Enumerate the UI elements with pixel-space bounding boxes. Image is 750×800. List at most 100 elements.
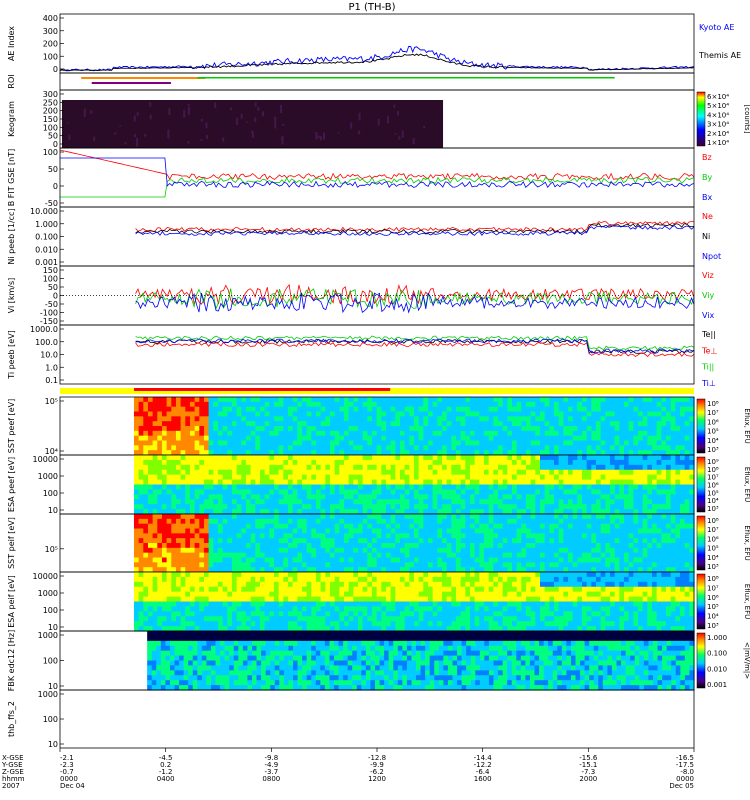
esa_e-cell bbox=[507, 464, 513, 471]
sst_i-cell bbox=[357, 533, 364, 539]
esa_e-cell bbox=[241, 494, 247, 500]
velocity-ytick-label: 150 bbox=[43, 266, 58, 275]
esa_e-cell bbox=[362, 459, 368, 466]
sst_e-cell bbox=[432, 406, 438, 413]
sst_i-cell bbox=[581, 552, 588, 559]
esa_e-cell bbox=[381, 479, 387, 486]
sst_e-cell bbox=[544, 416, 550, 422]
esa_i-cell bbox=[208, 586, 214, 593]
sst_e-cell bbox=[441, 421, 448, 427]
sst_e-cell bbox=[483, 421, 490, 427]
sst_i-cell bbox=[175, 567, 182, 573]
sst_e-cell bbox=[259, 440, 266, 446]
esa_e-cell bbox=[647, 479, 653, 486]
sst_e-cell bbox=[404, 397, 410, 403]
esa_i-cell bbox=[147, 626, 154, 632]
sst_e-cell bbox=[241, 450, 247, 456]
sst_e-cell bbox=[213, 406, 219, 413]
sst_i-cell bbox=[161, 547, 168, 554]
sst_i-cell bbox=[661, 523, 667, 530]
sst_e-cell bbox=[497, 397, 504, 403]
esa_e-cell bbox=[563, 464, 569, 471]
esa_e-cell bbox=[530, 469, 536, 476]
sst_e-cell bbox=[245, 401, 252, 408]
sst_i-cell bbox=[521, 543, 527, 549]
sst_e-cell bbox=[614, 440, 620, 446]
sst_e-cell bbox=[595, 430, 602, 437]
sst_i-cell bbox=[353, 514, 359, 520]
sst_e-cell bbox=[530, 445, 536, 451]
esa_i-cell bbox=[259, 586, 266, 593]
sst_i-cell bbox=[199, 562, 205, 568]
sst_i-cell bbox=[605, 547, 611, 554]
esa_e-cell bbox=[488, 499, 494, 505]
esa_e-cell bbox=[297, 494, 303, 500]
esa_e-cell bbox=[362, 455, 368, 461]
sst_e-cell bbox=[465, 445, 471, 451]
esa_e-cell bbox=[222, 504, 228, 510]
sst_e-cell bbox=[679, 426, 686, 432]
sst_i-cell bbox=[311, 557, 317, 563]
esa_i-cell bbox=[203, 616, 210, 622]
sst_e-cell bbox=[507, 411, 513, 417]
esa_e-cell bbox=[642, 455, 648, 461]
esa_e-cell bbox=[446, 499, 452, 505]
sst_e-cell bbox=[441, 406, 448, 413]
sst_i-cell bbox=[334, 528, 340, 534]
temp-ytick-label: 1000.0 bbox=[30, 325, 58, 334]
esa_e-cell bbox=[133, 509, 140, 515]
esa_e-cell bbox=[507, 479, 513, 486]
esa_e-cell bbox=[189, 509, 196, 515]
esa_e-cell bbox=[446, 509, 452, 515]
esa_e-cell bbox=[339, 499, 345, 505]
esa_e-cell bbox=[245, 474, 252, 481]
esa_e-cell bbox=[437, 504, 443, 510]
sst_e-cell bbox=[320, 435, 326, 442]
esa_e-cell bbox=[451, 499, 457, 505]
esa_i-cell bbox=[227, 591, 233, 598]
sst_e-cell bbox=[642, 445, 648, 451]
sst_e-cell bbox=[381, 416, 387, 422]
sst_i-cell bbox=[689, 533, 695, 539]
esa_i-cell bbox=[297, 591, 303, 598]
sst_e-cell bbox=[465, 416, 471, 422]
sst_i-cell bbox=[203, 538, 210, 544]
sst_i-cell bbox=[161, 557, 168, 563]
esa_e-cell bbox=[488, 484, 494, 491]
sst_i-cell bbox=[493, 523, 499, 530]
esa_e-cell bbox=[399, 469, 406, 476]
sst_e-cell bbox=[348, 430, 354, 437]
sst_e-cell bbox=[577, 450, 583, 456]
esa_e-cell bbox=[138, 459, 144, 466]
esa_e-cell bbox=[301, 474, 308, 481]
sst_i-cell bbox=[567, 567, 574, 573]
sst_e-cell bbox=[245, 440, 252, 446]
esa_e-cell bbox=[381, 474, 387, 481]
sst_e-cell bbox=[423, 430, 429, 437]
sst_e-cell bbox=[325, 411, 331, 417]
sst_i-cell bbox=[577, 552, 583, 559]
esa_e-cell bbox=[194, 464, 200, 471]
sst_e-cell bbox=[231, 401, 238, 408]
sst_e-cell bbox=[269, 440, 275, 446]
esa_e-cell bbox=[656, 474, 662, 481]
sst_i-cell bbox=[656, 528, 662, 534]
sst_e-cell bbox=[600, 430, 606, 437]
sst_e-cell bbox=[259, 435, 266, 442]
sst_e-cell bbox=[628, 450, 634, 456]
esa_e-cell bbox=[418, 504, 424, 510]
sst_i-cell bbox=[255, 562, 261, 568]
esa_i-cell bbox=[171, 591, 177, 598]
sst_i-cell bbox=[413, 543, 420, 549]
sst_i-cell bbox=[264, 533, 270, 539]
sst_i-cell bbox=[661, 547, 667, 554]
keogram-colorbar-label: [counts] bbox=[743, 105, 750, 134]
sst_i-cell bbox=[269, 567, 275, 573]
esa_e-cell bbox=[661, 455, 667, 461]
esa_e-cell bbox=[236, 469, 242, 476]
esa_e-cell bbox=[166, 464, 172, 471]
esa_i-cell bbox=[171, 611, 177, 617]
sst_i-cell bbox=[334, 547, 340, 554]
esa_e-cell bbox=[563, 455, 569, 461]
esa_i-cell bbox=[250, 572, 256, 578]
